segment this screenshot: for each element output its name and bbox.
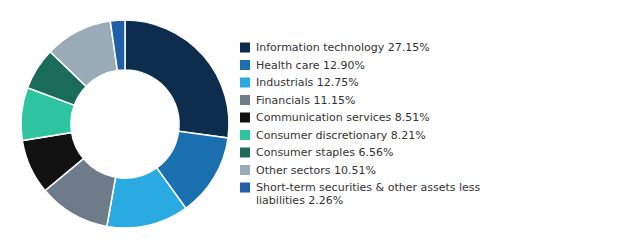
legend-swatch <box>240 148 250 158</box>
slice <box>107 168 186 228</box>
legend-label: Consumer staples 6.56% <box>256 146 393 159</box>
legend-swatch <box>240 43 250 53</box>
legend-label: Financials 11.15% <box>256 94 355 107</box>
slice <box>110 20 125 70</box>
legend-swatch <box>240 78 250 88</box>
legend-swatch <box>240 183 250 193</box>
legend-item: Industrials 12.75% <box>240 76 359 89</box>
legend-item: Information technology 27.15% <box>240 41 430 54</box>
legend-item: Health care 12.90% <box>240 59 365 72</box>
slice <box>125 20 229 138</box>
legend-label: Other sectors 10.51% <box>256 164 376 177</box>
legend-item: Consumer discretionary 8.21% <box>240 129 426 142</box>
legend: Information technology 27.15% Health care… <box>240 41 481 207</box>
slice <box>50 21 117 86</box>
legend-item: Other sectors 10.51% <box>240 164 376 177</box>
legend-swatch <box>240 95 250 105</box>
chart: Information technology 27.15% Health care… <box>0 0 625 248</box>
legend-item: Consumer staples 6.56% <box>240 146 393 159</box>
legend-label: Health care 12.90% <box>256 59 365 72</box>
legend-item: Short-term securities & other assets les… <box>240 181 481 207</box>
donut <box>21 20 229 228</box>
legend-label: Information technology 27.15% <box>256 41 430 54</box>
legend-item: Financials 11.15% <box>240 94 355 107</box>
legend-label: Consumer discretionary 8.21% <box>256 129 426 142</box>
legend-label: Short-term securities & other assets les… <box>256 181 481 207</box>
legend-swatch <box>240 60 250 70</box>
legend-item: Communication services 8.51% <box>240 111 430 124</box>
legend-swatch <box>240 113 250 123</box>
legend-swatch <box>240 165 250 175</box>
legend-label: Communication services 8.51% <box>256 111 430 124</box>
slice <box>22 133 83 191</box>
legend-label: Industrials 12.75% <box>256 76 359 89</box>
legend-swatch <box>240 130 250 140</box>
